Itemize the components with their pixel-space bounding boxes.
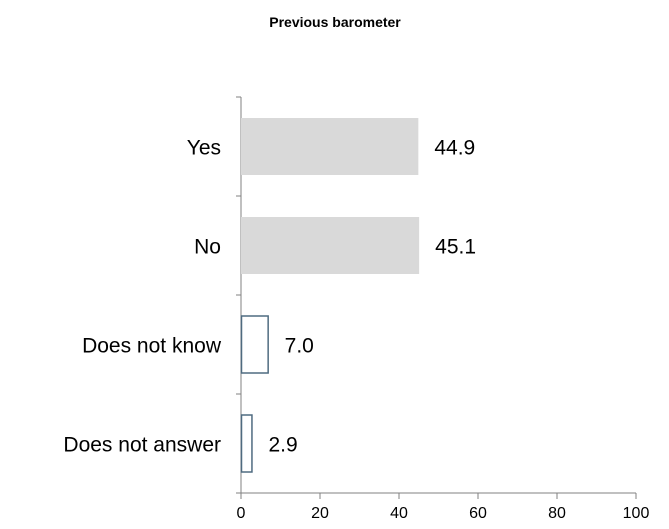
plot-area: 0 20 40 60 80 100 Yes 44.9 No 45.1 Does not know 7.… — [63, 96, 650, 522]
x-tick-label: 40 — [390, 505, 408, 522]
x-tick-label: 100 — [623, 505, 650, 522]
x-tick-label: 80 — [548, 505, 566, 522]
x-tick-label: 60 — [469, 505, 487, 522]
bar — [240, 414, 253, 473]
x-tick-label: 20 — [311, 505, 329, 522]
category-label: Does not know — [82, 335, 222, 358]
chart-title: Previous barometer — [269, 14, 401, 30]
category-label: Does not answer — [63, 434, 221, 457]
data-label: 7.0 — [285, 335, 314, 358]
bar — [241, 217, 420, 274]
category-label: No — [194, 236, 221, 259]
data-label: 45.1 — [435, 236, 476, 259]
bar — [240, 315, 269, 374]
bar — [241, 118, 419, 175]
category-label: Yes — [187, 137, 221, 160]
x-tick-label: 0 — [237, 505, 246, 522]
data-label: 2.9 — [268, 434, 297, 457]
data-label: 44.9 — [434, 137, 475, 160]
